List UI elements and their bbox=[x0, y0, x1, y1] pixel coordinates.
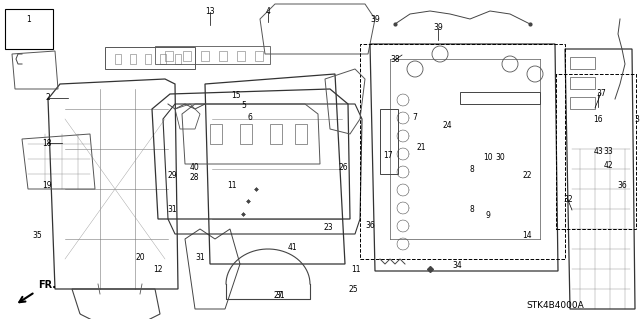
Text: 15: 15 bbox=[231, 91, 241, 100]
Text: 27: 27 bbox=[273, 291, 283, 300]
Text: 5: 5 bbox=[241, 100, 246, 109]
Text: 26: 26 bbox=[338, 164, 348, 173]
Text: 9: 9 bbox=[486, 211, 490, 219]
Text: 39: 39 bbox=[433, 24, 443, 33]
Text: 25: 25 bbox=[348, 286, 358, 294]
Bar bbox=[183, 51, 191, 61]
Text: 37: 37 bbox=[596, 88, 606, 98]
Bar bbox=[570, 57, 595, 69]
Bar bbox=[210, 124, 222, 144]
Bar bbox=[556, 74, 636, 229]
Text: 6: 6 bbox=[248, 114, 252, 122]
Bar bbox=[360, 44, 565, 259]
Text: 4: 4 bbox=[266, 8, 271, 17]
Text: 21: 21 bbox=[416, 144, 426, 152]
Bar bbox=[295, 124, 307, 144]
Text: 11: 11 bbox=[227, 181, 237, 189]
Text: 29: 29 bbox=[167, 170, 177, 180]
Bar bbox=[105, 47, 195, 69]
Text: 38: 38 bbox=[390, 56, 400, 64]
Bar bbox=[270, 124, 282, 144]
Text: 24: 24 bbox=[442, 121, 452, 130]
Text: 14: 14 bbox=[522, 231, 532, 240]
Bar bbox=[380, 109, 398, 174]
Text: 36: 36 bbox=[365, 220, 375, 229]
Text: 23: 23 bbox=[323, 224, 333, 233]
Text: 34: 34 bbox=[452, 261, 462, 270]
Text: 12: 12 bbox=[153, 265, 163, 275]
Text: 35: 35 bbox=[32, 231, 42, 240]
Bar bbox=[240, 124, 252, 144]
Bar bbox=[201, 51, 209, 61]
Text: 28: 28 bbox=[189, 174, 199, 182]
Bar bbox=[255, 51, 263, 61]
Text: 31: 31 bbox=[275, 291, 285, 300]
Text: 2: 2 bbox=[45, 93, 51, 102]
Text: FR.: FR. bbox=[38, 280, 56, 290]
Text: 18: 18 bbox=[42, 138, 52, 147]
Text: 31: 31 bbox=[167, 205, 177, 214]
Text: STK4B4000A: STK4B4000A bbox=[526, 300, 584, 309]
Bar bbox=[160, 54, 166, 64]
Bar bbox=[155, 46, 270, 64]
Bar bbox=[145, 54, 151, 64]
Bar bbox=[570, 97, 595, 109]
Bar bbox=[219, 51, 227, 61]
Bar bbox=[165, 51, 173, 61]
Text: 16: 16 bbox=[593, 115, 603, 124]
Text: 31: 31 bbox=[195, 254, 205, 263]
Text: 30: 30 bbox=[495, 153, 505, 162]
Text: 19: 19 bbox=[42, 181, 52, 189]
Text: 22: 22 bbox=[522, 170, 532, 180]
Text: 36: 36 bbox=[617, 181, 627, 189]
Text: 1: 1 bbox=[27, 16, 31, 25]
Text: 41: 41 bbox=[287, 243, 297, 253]
Bar bbox=[237, 51, 245, 61]
Bar bbox=[5, 9, 53, 49]
Bar bbox=[115, 54, 121, 64]
Text: 42: 42 bbox=[603, 160, 613, 169]
Bar bbox=[130, 54, 136, 64]
Text: 13: 13 bbox=[205, 8, 215, 17]
Text: 32: 32 bbox=[563, 196, 573, 204]
Text: 10: 10 bbox=[483, 153, 493, 162]
Text: 39: 39 bbox=[370, 16, 380, 25]
Text: 43: 43 bbox=[593, 147, 603, 157]
Text: 8: 8 bbox=[470, 205, 474, 214]
Text: 7: 7 bbox=[413, 114, 417, 122]
Text: 20: 20 bbox=[135, 254, 145, 263]
Bar bbox=[460, 92, 540, 104]
Text: 17: 17 bbox=[383, 151, 393, 160]
Bar bbox=[175, 54, 181, 64]
Text: 8: 8 bbox=[470, 166, 474, 174]
Text: 33: 33 bbox=[603, 147, 613, 157]
Bar bbox=[570, 77, 595, 89]
Text: 3: 3 bbox=[635, 115, 639, 124]
Text: 40: 40 bbox=[189, 164, 199, 173]
Text: 11: 11 bbox=[351, 265, 361, 275]
